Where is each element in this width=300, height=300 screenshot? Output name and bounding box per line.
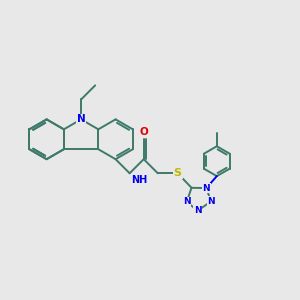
Text: N: N xyxy=(207,197,215,206)
Text: N: N xyxy=(202,184,210,193)
Text: NH: NH xyxy=(132,175,148,185)
Text: N: N xyxy=(194,206,202,215)
Text: N: N xyxy=(183,197,190,206)
Text: S: S xyxy=(174,168,182,178)
Text: N: N xyxy=(77,114,85,124)
Text: O: O xyxy=(139,127,148,137)
